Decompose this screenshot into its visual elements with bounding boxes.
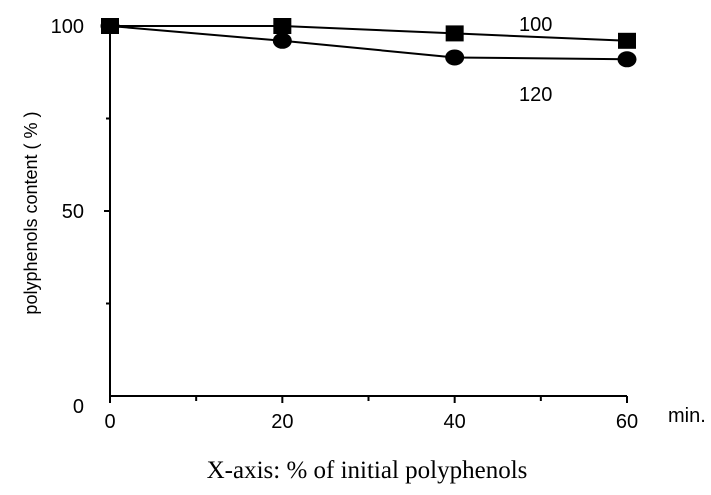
data-point-square <box>445 25 464 42</box>
axes <box>109 22 627 397</box>
x-unit-label: min. <box>668 405 706 427</box>
x-tick-label: 20 <box>271 411 293 433</box>
series-lines <box>109 25 628 61</box>
series-markers <box>100 18 637 68</box>
data-point-square <box>618 32 636 49</box>
series-line-100 <box>110 25 628 42</box>
ticks <box>104 25 628 403</box>
x-axis-label: X-axis: % of initial polyphenols <box>207 457 528 484</box>
y-tick-label: 0 <box>73 396 84 418</box>
series-label-120: 120 <box>519 84 552 106</box>
y-tick-label: 50 <box>62 201 84 223</box>
x-tick-label: 60 <box>616 411 638 433</box>
data-point-circle <box>100 18 120 34</box>
series-labels: 100 120 <box>519 14 552 106</box>
y-tick-label: 100 <box>51 16 84 38</box>
x-tick-label: 0 <box>104 411 115 433</box>
data-point-circle <box>272 32 292 49</box>
tick-labels: 0 20 40 60 0 50 100 <box>51 16 639 433</box>
data-point-circle <box>617 51 637 68</box>
series-line-120 <box>109 25 628 61</box>
y-axis-label: polyphenols content ( % ) <box>21 111 41 314</box>
series-label-100: 100 <box>519 14 552 36</box>
data-point-circle <box>445 49 465 66</box>
data-point-square <box>273 18 292 34</box>
x-tick-label: 40 <box>444 411 466 433</box>
